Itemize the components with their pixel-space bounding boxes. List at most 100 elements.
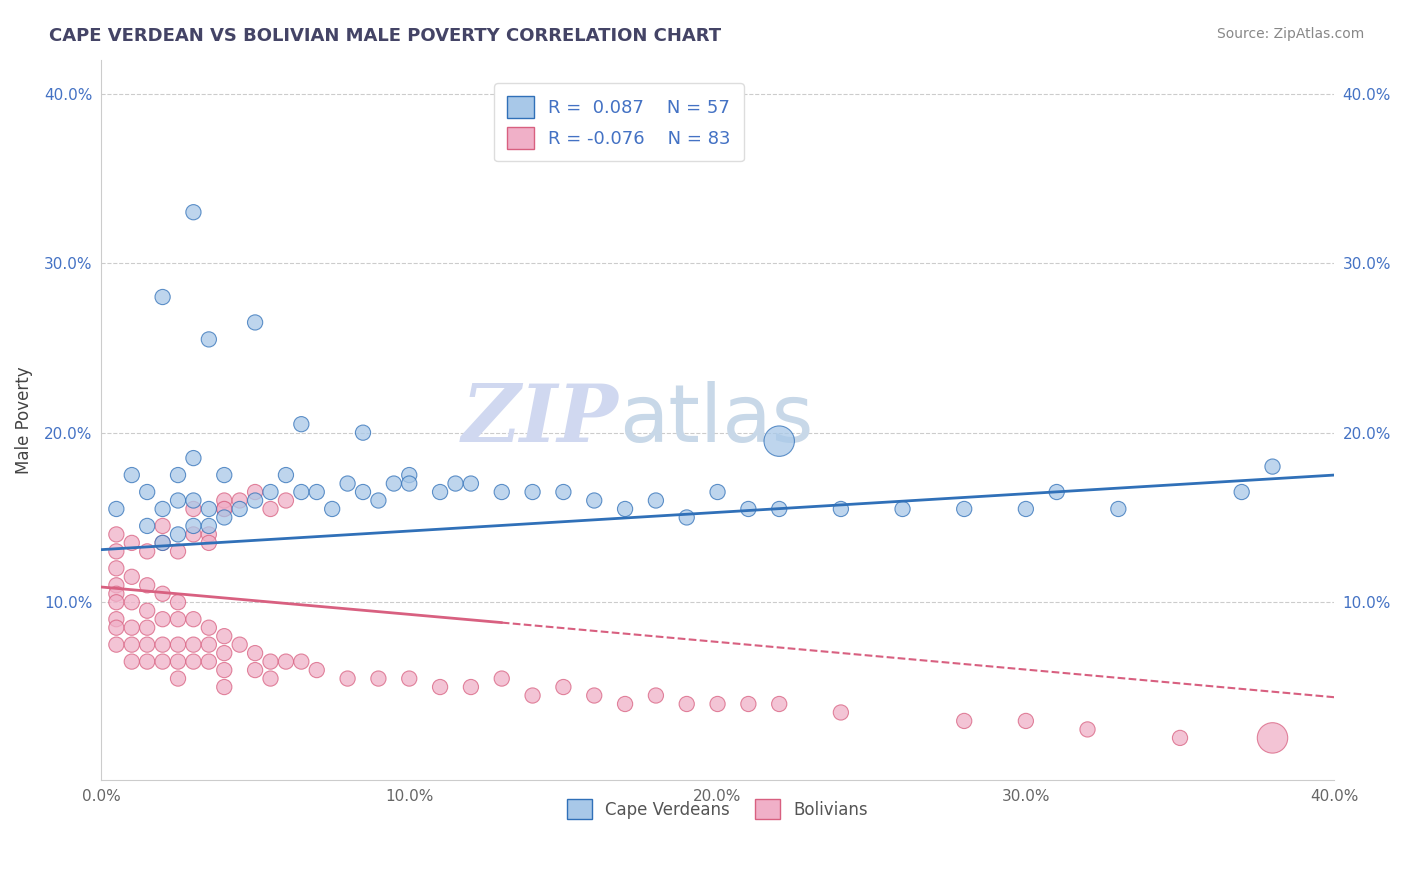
Point — [214, 468, 236, 483]
Point — [382, 476, 405, 491]
Point — [737, 502, 759, 516]
Point — [152, 587, 174, 601]
Point — [121, 570, 143, 584]
Point — [1230, 485, 1253, 500]
Point — [243, 315, 266, 329]
Point — [167, 544, 190, 558]
Point — [183, 638, 205, 652]
Point — [644, 493, 666, 508]
Point — [290, 485, 312, 500]
Point — [644, 689, 666, 703]
Point — [1261, 459, 1284, 474]
Point — [444, 476, 467, 491]
Point — [214, 629, 236, 643]
Point — [214, 510, 236, 524]
Point — [183, 502, 205, 516]
Point — [429, 485, 451, 500]
Point — [152, 536, 174, 550]
Point — [460, 680, 482, 694]
Point — [1168, 731, 1191, 745]
Point — [198, 332, 221, 346]
Point — [183, 527, 205, 541]
Point — [198, 655, 221, 669]
Point — [768, 434, 790, 449]
Point — [259, 672, 281, 686]
Point — [367, 493, 389, 508]
Point — [352, 425, 374, 440]
Point — [214, 646, 236, 660]
Point — [183, 612, 205, 626]
Point — [398, 672, 420, 686]
Point — [228, 493, 250, 508]
Point — [243, 646, 266, 660]
Point — [583, 493, 606, 508]
Point — [429, 680, 451, 694]
Point — [136, 604, 159, 618]
Point — [953, 714, 976, 728]
Point — [121, 468, 143, 483]
Point — [491, 672, 513, 686]
Point — [105, 621, 128, 635]
Point — [614, 502, 637, 516]
Point — [152, 290, 174, 304]
Point — [1015, 502, 1038, 516]
Point — [274, 468, 297, 483]
Point — [152, 655, 174, 669]
Point — [152, 612, 174, 626]
Y-axis label: Male Poverty: Male Poverty — [15, 366, 32, 474]
Text: ZIP: ZIP — [463, 381, 619, 458]
Point — [136, 638, 159, 652]
Point — [198, 621, 221, 635]
Point — [214, 502, 236, 516]
Point — [198, 502, 221, 516]
Point — [167, 527, 190, 541]
Point — [522, 485, 544, 500]
Point — [105, 638, 128, 652]
Point — [243, 663, 266, 677]
Point — [274, 493, 297, 508]
Point — [105, 612, 128, 626]
Point — [136, 578, 159, 592]
Point — [398, 468, 420, 483]
Point — [259, 655, 281, 669]
Text: Source: ZipAtlas.com: Source: ZipAtlas.com — [1216, 27, 1364, 41]
Point — [214, 502, 236, 516]
Point — [1046, 485, 1069, 500]
Point — [830, 706, 852, 720]
Point — [105, 544, 128, 558]
Point — [398, 476, 420, 491]
Point — [167, 655, 190, 669]
Point — [105, 502, 128, 516]
Point — [198, 536, 221, 550]
Point — [1076, 723, 1098, 737]
Point — [183, 205, 205, 219]
Point — [183, 519, 205, 533]
Point — [228, 502, 250, 516]
Point — [1261, 731, 1284, 745]
Point — [321, 502, 343, 516]
Point — [243, 485, 266, 500]
Point — [152, 519, 174, 533]
Point — [491, 485, 513, 500]
Point — [675, 510, 697, 524]
Point — [583, 689, 606, 703]
Point — [243, 493, 266, 508]
Point — [228, 638, 250, 652]
Point — [706, 485, 728, 500]
Point — [290, 417, 312, 432]
Point — [553, 680, 575, 694]
Point — [891, 502, 914, 516]
Point — [136, 519, 159, 533]
Point — [1107, 502, 1129, 516]
Point — [198, 638, 221, 652]
Point — [121, 595, 143, 609]
Point — [336, 672, 359, 686]
Point — [152, 502, 174, 516]
Point — [522, 689, 544, 703]
Point — [167, 672, 190, 686]
Point — [167, 493, 190, 508]
Point — [675, 697, 697, 711]
Point — [105, 595, 128, 609]
Point — [198, 519, 221, 533]
Point — [121, 655, 143, 669]
